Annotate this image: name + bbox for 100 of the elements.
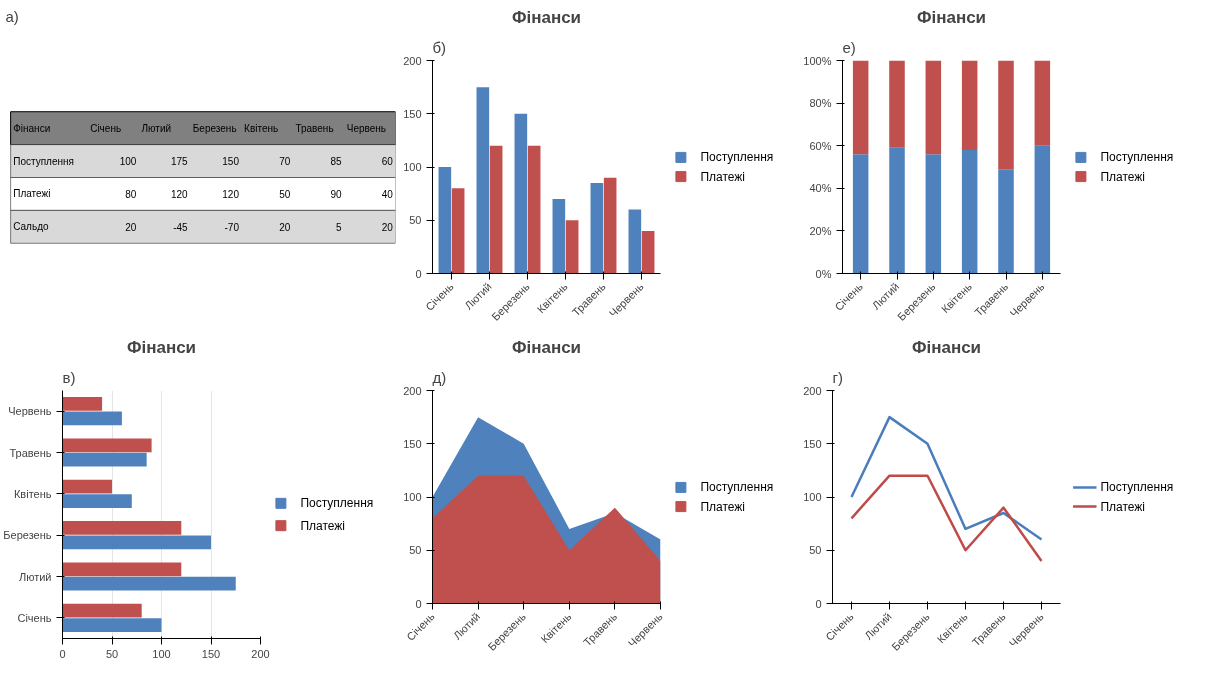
data-label: 20 xyxy=(381,221,394,233)
y-tick-label: 0 xyxy=(415,267,422,280)
bar xyxy=(62,562,182,577)
category-label: Січень xyxy=(90,122,122,134)
data-label: 40 xyxy=(381,188,394,200)
data-label: 175 xyxy=(170,156,189,168)
category-label: Квітень xyxy=(244,122,279,134)
y-tick-label: 0% xyxy=(815,267,832,280)
bar xyxy=(62,618,162,632)
chart-title: Фінанси xyxy=(511,7,582,27)
bar xyxy=(514,113,528,274)
data-label: -70 xyxy=(224,221,240,233)
bar xyxy=(852,154,869,274)
y-tick-label: Червень xyxy=(8,405,52,418)
bar xyxy=(62,576,236,591)
data-label: 70 xyxy=(279,156,291,168)
chart-title: Фінанси xyxy=(916,7,987,27)
bar xyxy=(852,60,869,155)
bar xyxy=(590,182,604,274)
legend-label: Поступлення xyxy=(1100,150,1174,165)
bar xyxy=(62,411,122,426)
text: в) xyxy=(62,368,76,386)
y-tick-label: 200 xyxy=(403,384,422,397)
category-label: Червень xyxy=(346,122,387,134)
bar xyxy=(1034,145,1051,274)
bar xyxy=(62,438,152,453)
y-tick-label: 200 xyxy=(403,54,422,67)
legend-label: Платежі xyxy=(1100,499,1146,514)
y-tick-label: 150 xyxy=(403,437,422,450)
x-tick-label: 150 xyxy=(201,647,221,660)
line-series xyxy=(850,474,1043,563)
data-label: 80 xyxy=(125,188,137,200)
data-label: 120 xyxy=(222,188,240,200)
text: д) xyxy=(432,368,447,386)
bar xyxy=(641,230,655,274)
bar xyxy=(552,198,566,274)
bar xyxy=(62,479,112,494)
bar xyxy=(998,60,1014,170)
data-label: 120 xyxy=(170,188,189,200)
y-tick-label: Лютий xyxy=(18,570,52,583)
chart-title: Фінанси xyxy=(126,337,197,357)
legend-label: Поступлення xyxy=(700,480,774,495)
text: е) xyxy=(842,38,856,56)
y-tick-label: 150 xyxy=(403,107,422,120)
bar xyxy=(1034,60,1051,146)
text: г) xyxy=(832,368,843,386)
series-label: Сальдо xyxy=(13,221,49,233)
y-tick-label: 150 xyxy=(803,437,822,450)
y-tick-label: 0 xyxy=(415,597,422,610)
data-label: 150 xyxy=(222,156,240,168)
data-label: 50 xyxy=(279,188,291,200)
y-tick-label: Квітень xyxy=(13,487,52,500)
chart-title: Фінанси xyxy=(911,337,982,357)
legend-label: Поступлення xyxy=(700,150,774,165)
line-series xyxy=(850,415,1043,541)
data-label: 100 xyxy=(119,156,137,168)
bar xyxy=(603,177,617,274)
legend-label: Поступлення xyxy=(1100,480,1174,495)
bar xyxy=(628,209,642,274)
bar xyxy=(62,603,142,618)
legend-label: Платежі xyxy=(700,169,746,184)
x-tick-label: 0 xyxy=(59,647,66,660)
bar xyxy=(476,87,490,274)
data-label: 90 xyxy=(330,188,343,200)
y-tick-label: 80% xyxy=(809,97,832,110)
y-tick-label: 20% xyxy=(809,224,832,237)
bar xyxy=(62,535,211,550)
category-label: Лютий xyxy=(141,122,172,134)
series-label: Поступлення xyxy=(13,155,74,167)
legend-label: Поступлення xyxy=(300,496,374,511)
bar xyxy=(489,145,503,274)
data-label: 60 xyxy=(381,156,394,168)
y-tick-label: 100% xyxy=(803,54,832,67)
legend-label: Платежі xyxy=(300,518,346,533)
category-label: Травень xyxy=(295,122,334,134)
y-tick-label: 50 xyxy=(409,214,422,227)
y-tick-label: 50 xyxy=(409,544,422,557)
data-label: 20 xyxy=(125,221,137,233)
data-label: -45 xyxy=(173,221,189,233)
x-tick-label: 100 xyxy=(152,647,171,660)
bar xyxy=(527,145,541,274)
y-tick-label: Березень xyxy=(3,529,52,542)
bar xyxy=(62,397,103,411)
bar xyxy=(62,452,147,467)
series-label: Платежі xyxy=(13,188,51,200)
bar xyxy=(925,154,942,274)
data-label: 20 xyxy=(279,221,291,233)
y-tick-label: 40% xyxy=(809,182,832,195)
legend-label: Платежі xyxy=(700,499,746,514)
bar xyxy=(998,169,1014,274)
text: б) xyxy=(432,38,447,56)
bar xyxy=(889,60,905,148)
y-tick-label: 50 xyxy=(809,544,822,557)
y-tick-label: 60% xyxy=(809,139,832,152)
text: а) xyxy=(5,7,19,25)
y-tick-label: 100 xyxy=(403,161,422,173)
bar xyxy=(961,149,978,274)
category-label: Березень xyxy=(192,122,237,134)
bar xyxy=(961,60,978,150)
data-label: 5 xyxy=(336,221,343,233)
